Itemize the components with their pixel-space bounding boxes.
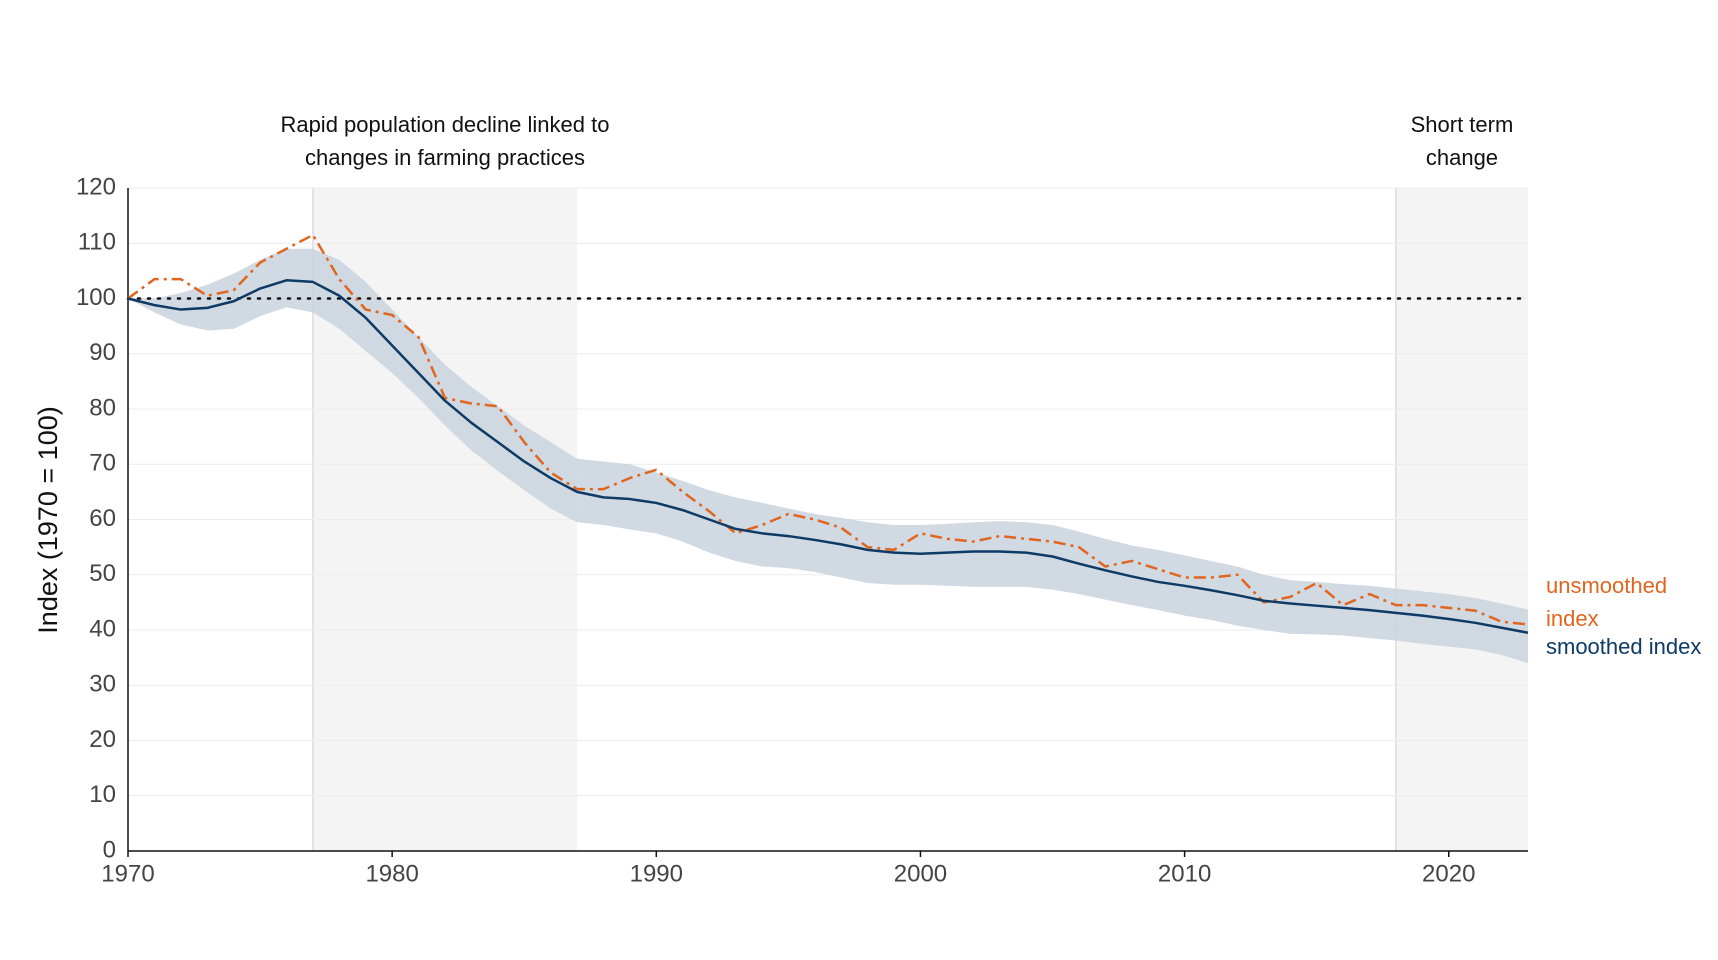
- period-label: Rapid population decline linked to chang…: [280, 112, 610, 170]
- y-tick-label: 80: [89, 394, 116, 421]
- y-tick-label: 30: [89, 671, 116, 698]
- x-tick-label: 2020: [1422, 860, 1475, 887]
- y-tick-label: 0: [103, 836, 116, 863]
- y-tick-label: 50: [89, 560, 116, 587]
- y-tick-label: 40: [89, 615, 116, 642]
- legend-label: unsmoothed index: [1546, 573, 1668, 631]
- x-tick-label: 1980: [365, 860, 418, 887]
- x-tick-label: 2000: [894, 860, 947, 887]
- y-tick-label: 90: [89, 339, 116, 366]
- y-tick-label: 20: [89, 726, 116, 753]
- y-tick-label: 60: [89, 505, 116, 532]
- y-tick-label: 10: [89, 781, 116, 808]
- confidence-band: [128, 248, 1528, 664]
- y-tick-label: 120: [76, 173, 116, 200]
- y-tick-label: 110: [78, 229, 116, 256]
- x-tick-label: 2010: [1158, 860, 1211, 887]
- period-label: Short term change: [1410, 112, 1514, 170]
- series-line: [127, 233, 1529, 626]
- y-tick-label: 70: [89, 450, 116, 477]
- y-tick-label: 100: [76, 284, 116, 311]
- x-tick-label: 1990: [630, 860, 683, 887]
- legend-label: smoothed index: [1546, 634, 1702, 659]
- y-axis-label: Index (1970 = 100): [33, 406, 63, 633]
- series-line: [127, 279, 1529, 634]
- x-tick-label: 1970: [101, 860, 154, 887]
